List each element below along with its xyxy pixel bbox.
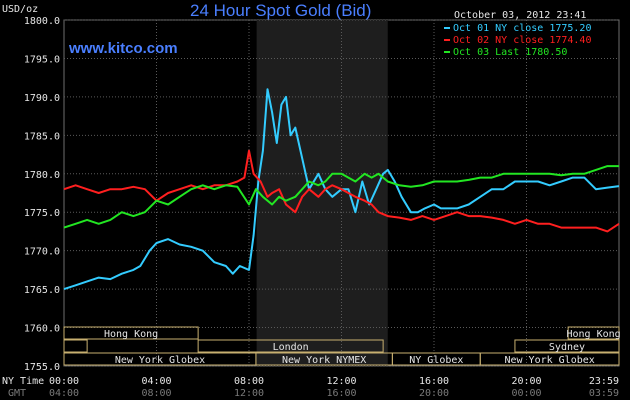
session-bar bbox=[479, 352, 620, 366]
y-tick-label: 1785.0 bbox=[24, 131, 60, 142]
session-label: NY Globex bbox=[409, 355, 463, 366]
y-axis-ticks: 1800.0 1795.0 1790.0 1785.0 1780.0 1775.0 1770… bbox=[24, 16, 60, 373]
x-tick-label-ny: 16:00 bbox=[419, 376, 449, 387]
x-tick-label-gmt: 03:59 bbox=[589, 388, 619, 399]
x-tick-label-gmt: 04:00 bbox=[49, 388, 79, 399]
session-bar bbox=[63, 339, 88, 353]
session-label: New York Globex bbox=[115, 355, 205, 366]
x-tick-label-gmt: 00:00 bbox=[511, 388, 541, 399]
x-tick-label-gmt: 08:00 bbox=[141, 388, 171, 399]
site-logo-text: www.kitco.com bbox=[68, 40, 178, 57]
trading-sessions: Hong Kong Hong Kong London Sydney New York G… bbox=[63, 326, 621, 366]
y-tick-label: 1795.0 bbox=[24, 54, 60, 65]
session-label: New York NYMEX bbox=[282, 355, 366, 366]
y-tick-label: 1760.0 bbox=[24, 324, 60, 335]
session-label: Hong Kong bbox=[104, 329, 158, 340]
x-tick-label-gmt: 20:00 bbox=[419, 388, 449, 399]
y-tick-label: 1800.0 bbox=[24, 16, 60, 27]
x-tick-label-ny: 00:00 bbox=[49, 376, 79, 387]
y-tick-label: 1780.0 bbox=[24, 170, 60, 181]
x-tick-label-gmt: 16:00 bbox=[326, 388, 356, 399]
x-tick-label-gmt: 12:00 bbox=[234, 388, 264, 399]
y-tick-label: 1775.0 bbox=[24, 208, 60, 219]
timestamp: October 03, 2012 23:41 bbox=[454, 10, 586, 21]
session-bar bbox=[567, 326, 620, 340]
x-tick-label-ny: 04:00 bbox=[141, 376, 171, 387]
y-tick-label: 1755.0 bbox=[24, 362, 60, 373]
session-bar bbox=[514, 339, 620, 353]
x-tick-label-ny: 23:59 bbox=[589, 376, 619, 387]
y-tick-label: 1765.0 bbox=[24, 285, 60, 296]
x-tick-label-ny: 12:00 bbox=[326, 376, 356, 387]
x-axis-ticks: 00:0004:0004:0008:0008:0012:0012:0016:00… bbox=[49, 376, 619, 399]
y-tick-label: 1770.0 bbox=[24, 247, 60, 258]
legend-entry: Oct 01 NY close 1775.20 bbox=[453, 23, 591, 34]
x-tick-label-ny: 20:00 bbox=[511, 376, 541, 387]
session-label: London bbox=[273, 342, 309, 353]
gmt-label: GMT bbox=[8, 388, 26, 399]
session-bar bbox=[63, 326, 199, 340]
y-tick-label: 1790.0 bbox=[24, 93, 60, 104]
legend-entry: Oct 02 NY close 1774.40 bbox=[453, 35, 591, 46]
chart-title: 24 Hour Spot Gold (Bid) bbox=[190, 1, 371, 20]
session-label: Hong Kong bbox=[566, 329, 620, 340]
ny-time-label: NY Time bbox=[2, 376, 44, 387]
series-line bbox=[63, 165, 619, 229]
session-bar bbox=[197, 339, 384, 353]
legend-entry: Oct 03 Last 1780.50 bbox=[453, 47, 567, 58]
y-axis-label: USD/oz bbox=[2, 4, 38, 15]
session-label: Sydney bbox=[549, 342, 585, 353]
series-line bbox=[63, 149, 620, 233]
x-tick-label-ny: 08:00 bbox=[234, 376, 264, 387]
session-label: New York Globex bbox=[504, 355, 594, 366]
series-lines bbox=[63, 88, 620, 291]
